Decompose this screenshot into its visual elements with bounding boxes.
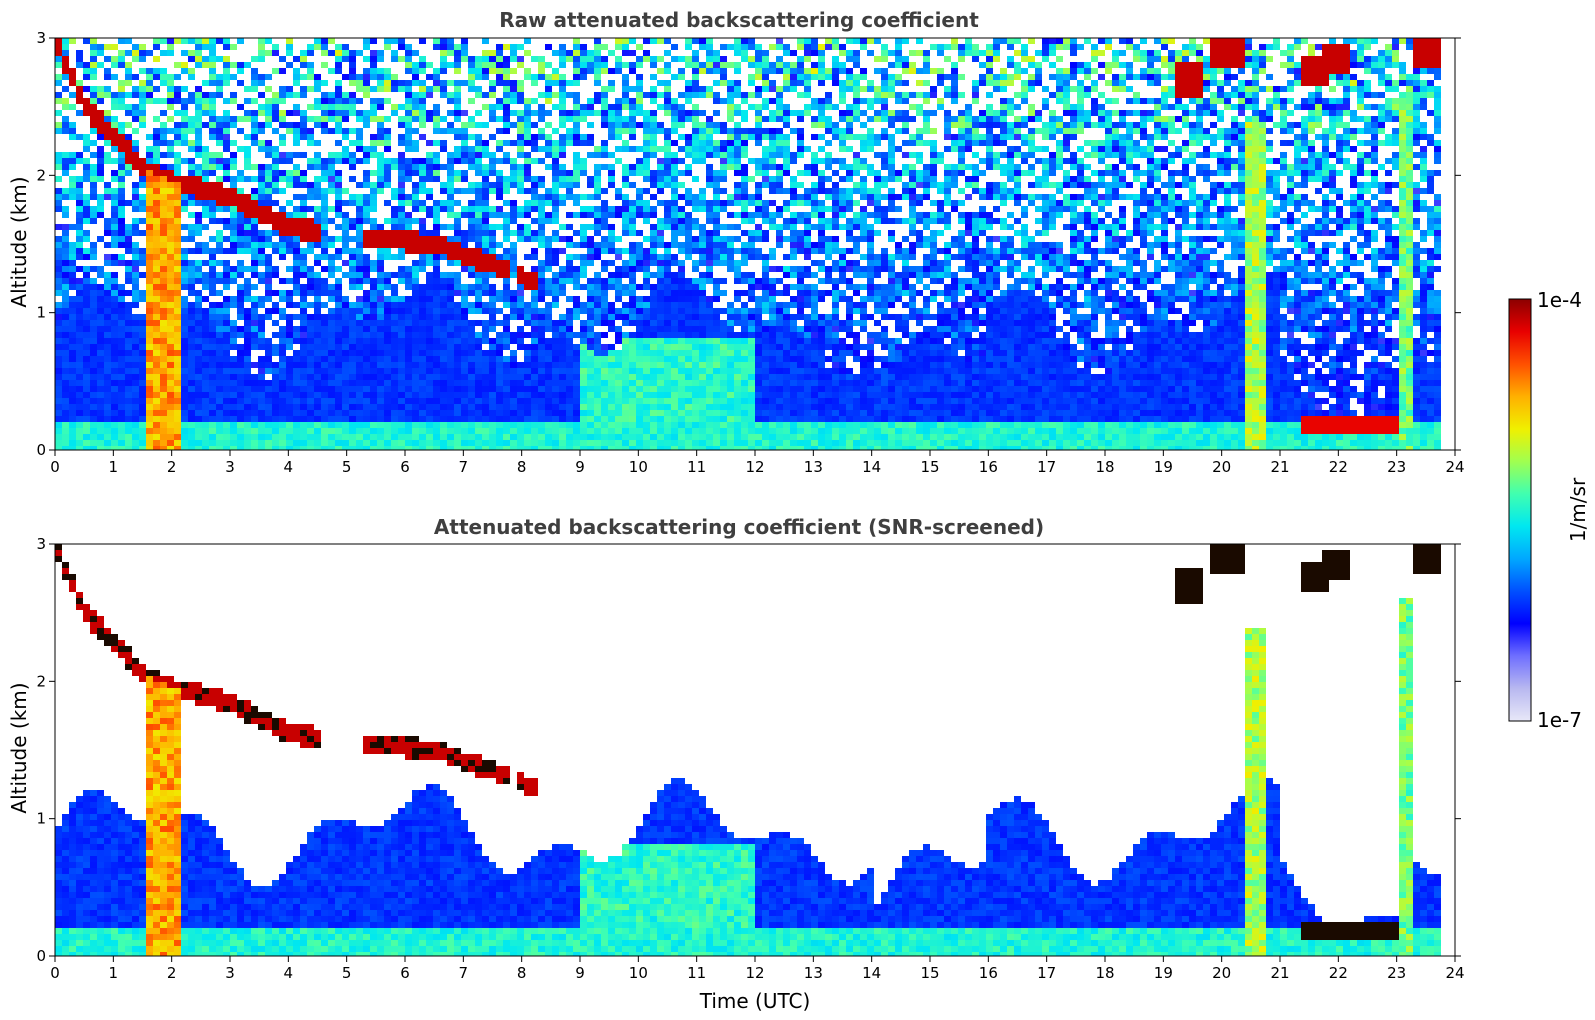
x-tick-label: 17 (1037, 458, 1056, 476)
x-tick-label: 18 (1095, 964, 1114, 982)
x-tick-label: 19 (1154, 458, 1173, 476)
x-tick-label: 20 (1212, 458, 1231, 476)
x-tick-label: 6 (400, 964, 410, 982)
chart-title-0: Raw attenuated backscattering coefficien… (499, 8, 979, 32)
x-tick-label: 0 (50, 458, 60, 476)
y-tick-label: 1 (36, 304, 46, 322)
heatmap-panel-raw: 0 1 2 3 4 5 6 7 8 9 10 11 12 13 14 15 16 17 18 19 20 21 22 23 24… (36, 29, 1464, 476)
y-tick-label: 2 (36, 672, 46, 690)
x-tick-label: 3 (225, 458, 235, 476)
x-tick-label: 18 (1095, 458, 1114, 476)
colorbar-unit-label: 1/m/sr (1566, 477, 1590, 542)
x-tick-label: 21 (1270, 458, 1289, 476)
x-tick-label: 9 (575, 964, 585, 982)
y-tick-label: 0 (36, 441, 46, 459)
x-tick-label: 12 (745, 964, 764, 982)
x-tick-label: 24 (1445, 458, 1464, 476)
colorbar-max-label: 1e-4 (1537, 288, 1582, 312)
colorbar-min-label: 1e-7 (1537, 708, 1582, 732)
y-tick-label: 2 (36, 166, 46, 184)
y-tick-label: 3 (36, 535, 46, 553)
x-tick-label: 14 (862, 458, 881, 476)
x-tick-label: 9 (575, 458, 585, 476)
y-axis-label-1: Altitude (km) (7, 682, 31, 813)
x-tick-label: 1 (109, 964, 119, 982)
x-tick-label: 7 (459, 458, 469, 476)
x-tick-label: 2 (167, 458, 177, 476)
chart-title-1: Attenuated backscattering coefficient (S… (434, 515, 1044, 539)
y-tick-label: 1 (36, 810, 46, 828)
x-tick-label: 13 (804, 458, 823, 476)
x-tick-label: 20 (1212, 964, 1231, 982)
y-axis-label-0: Altitude (km) (7, 176, 31, 307)
x-axis-label-1: Time (UTC) (699, 989, 811, 1013)
x-tick-label: 16 (979, 964, 998, 982)
x-tick-label: 7 (459, 964, 469, 982)
x-tick-label: 10 (629, 458, 648, 476)
x-tick-label: 24 (1445, 964, 1464, 982)
x-tick-label: 11 (687, 964, 706, 982)
x-tick-label: 19 (1154, 964, 1173, 982)
x-tick-label: 22 (1329, 458, 1348, 476)
heatmap-panel-screened: 0 1 2 3 4 5 6 7 8 9 10 11 12 13 14 15 16 17 18 19 20 21 22 23 24… (36, 535, 1464, 982)
x-tick-label: 13 (804, 964, 823, 982)
x-tick-label: 3 (225, 964, 235, 982)
x-tick-label: 5 (342, 964, 352, 982)
colorbar (1508, 298, 1532, 722)
x-tick-label: 2 (167, 964, 177, 982)
x-tick-label: 23 (1387, 964, 1406, 982)
x-tick-label: 6 (400, 458, 410, 476)
x-tick-label: 8 (517, 964, 527, 982)
x-tick-label: 23 (1387, 458, 1406, 476)
x-tick-label: 15 (920, 458, 939, 476)
x-tick-label: 17 (1037, 964, 1056, 982)
x-tick-label: 4 (284, 458, 294, 476)
x-tick-label: 5 (342, 458, 352, 476)
x-tick-label: 1 (109, 458, 119, 476)
x-tick-label: 8 (517, 458, 527, 476)
x-tick-label: 11 (687, 458, 706, 476)
x-tick-label: 16 (979, 458, 998, 476)
x-tick-label: 14 (862, 964, 881, 982)
heatmap-cells (55, 38, 1441, 450)
x-tick-label: 0 (50, 964, 60, 982)
y-tick-label: 3 (36, 29, 46, 47)
y-tick-label: 0 (36, 947, 46, 965)
heatmap-cells (55, 544, 1441, 956)
x-tick-label: 10 (629, 964, 648, 982)
x-tick-label: 21 (1270, 964, 1289, 982)
x-tick-label: 15 (920, 964, 939, 982)
x-tick-label: 12 (745, 458, 764, 476)
x-tick-label: 22 (1329, 964, 1348, 982)
x-tick-label: 4 (284, 964, 294, 982)
